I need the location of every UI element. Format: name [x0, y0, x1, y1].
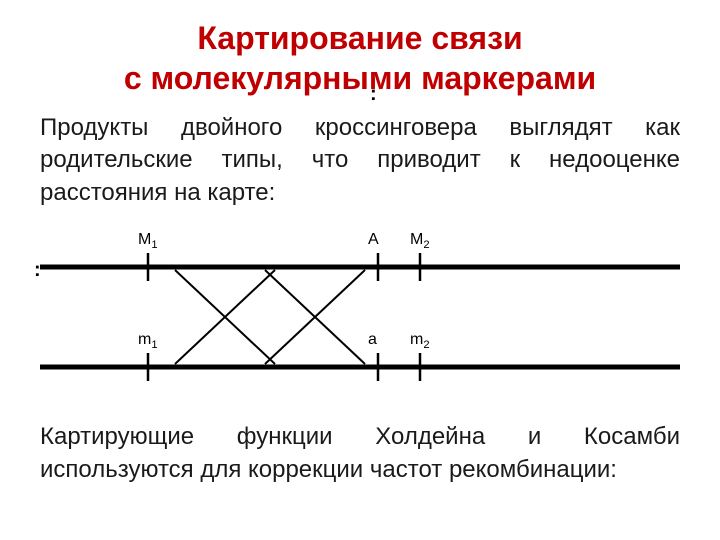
marker-label-m2: m2: [410, 331, 430, 351]
intro-text-a: Продукты двойного крос: [40, 114, 364, 141]
marker-label-M1: M1: [138, 231, 158, 251]
left-colon-marker: :: [34, 259, 41, 282]
title-line-2: с молекулярными маркерами: [124, 60, 596, 96]
intro-paragraph: Продукты двойного кроссинговера выглядят…: [40, 112, 680, 209]
marker-label-m1: m1: [138, 331, 158, 351]
slide-title: Картирование связи с молекулярными марке…: [40, 18, 680, 98]
marker-label-M2: M2: [410, 231, 430, 251]
crossover-diagram: : M1AM2m1am2: [40, 237, 680, 397]
marker-label-a: a: [368, 331, 377, 349]
outro-paragraph: Картирующие функции Холдейна и Косамби и…: [40, 421, 680, 486]
title-line-1: Картирование связи: [197, 20, 522, 56]
stray-colon-icon: :: [370, 82, 377, 107]
marker-label-A: A: [368, 231, 379, 249]
diagram-svg: [40, 237, 680, 397]
slide-root: Картирование связи с молекулярными марке…: [0, 0, 720, 540]
